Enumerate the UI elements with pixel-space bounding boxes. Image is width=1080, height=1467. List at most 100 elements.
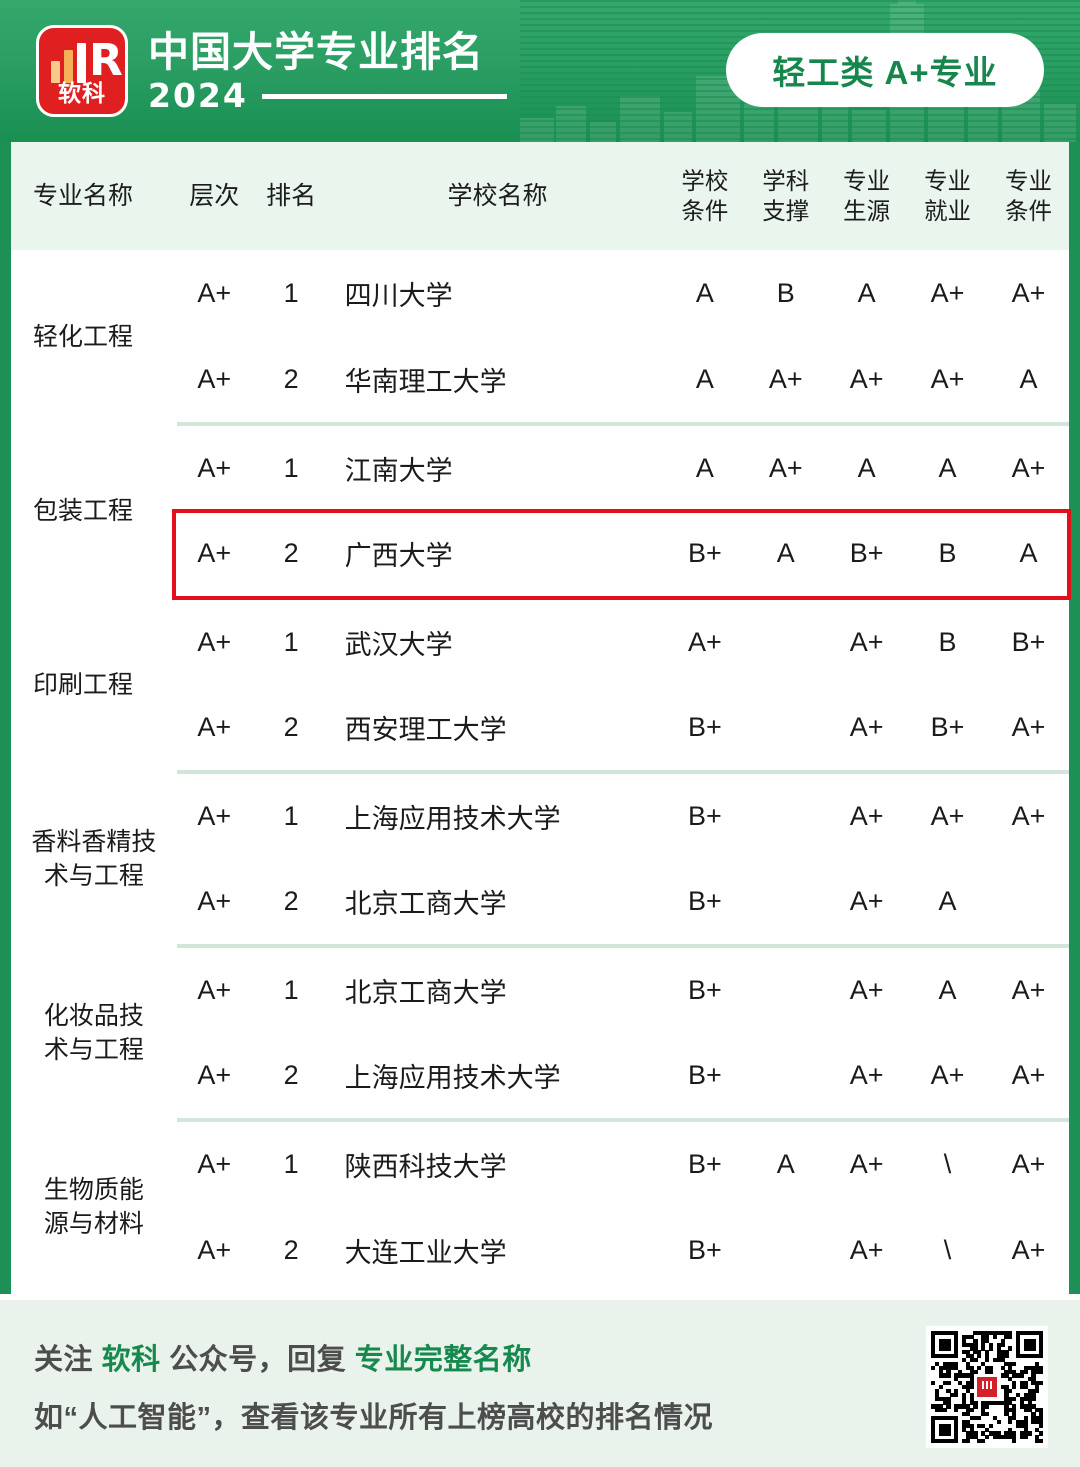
footer-line-2: 如“人工智能”，查看该专业所有上榜高校的排名情况 — [34, 1401, 714, 1434]
grade-cell-3: A+ — [826, 946, 908, 1033]
page-footer: 关注 软科 公众号，回复 专业完整名称 如“人工智能”，查看该专业所有上榜高校的… — [0, 1294, 1080, 1467]
grade-cell-4: \ — [907, 1120, 989, 1207]
level-cell: A+ — [176, 1207, 252, 1294]
grade-cell-4: A — [907, 859, 989, 948]
year-rule — [261, 93, 507, 99]
grade-cell-3: A+ — [826, 598, 908, 685]
grade-cell-5: A+ — [988, 424, 1069, 511]
major-name-line: 源与材料 — [43, 1210, 144, 1238]
footer-accent-brand: 软科 — [101, 1343, 161, 1376]
shanghairanking-logo-icon: R 软科 — [36, 25, 128, 117]
col-header-line-bottom: 条件 — [1005, 198, 1052, 224]
table-row: 化妆品技 术与工程 A+ 1 北京工商大学 B+ A+ A A+ — [11, 946, 1069, 1120]
header-title-block: 中国大学专业排名 2024 — [148, 28, 507, 114]
level-cell: A+ — [176, 250, 252, 337]
major-name-line: 包装工程 — [33, 497, 134, 525]
grade-cell-5: A+ — [988, 1120, 1069, 1207]
rank-cell: 1 — [251, 250, 331, 337]
grade-cell-1: B+ — [664, 685, 746, 774]
grade-cell-4: A — [907, 946, 989, 1033]
grade-cell-3: A+ — [826, 859, 908, 948]
grade-cell-1: B+ — [664, 859, 746, 948]
grade-cell-5: A+ — [988, 946, 1069, 1033]
table-row: A+ 2 西安理工大学 B+ A+ B+ A+ — [11, 685, 1069, 774]
major-name-line: 化妆品技 — [43, 1002, 144, 1030]
grade-cell-3: A+ — [826, 1207, 908, 1294]
grade-cell-3: A — [826, 424, 908, 511]
logo-brand-cn: 软科 — [58, 80, 106, 106]
table-body: 轻化工程 A+ 1 四川大学 A B A A+ A+ A+ 2 华南理工大学 A A+ A+ A+ A 包装工程 A… — [11, 250, 1069, 1294]
col-header-line-bottom: 生源 — [843, 198, 891, 224]
grade-cell-1: B+ — [664, 772, 746, 859]
grade-cell-3: A+ — [826, 337, 908, 426]
logo-letter: R — [89, 35, 123, 86]
table-row: A+ 2 大连工业大学 B+ A+ \ A+ — [11, 1207, 1069, 1294]
grade-cell-2: A+ — [745, 337, 827, 426]
grade-cell-2 — [745, 685, 827, 774]
grade-cell-4: A+ — [907, 337, 989, 426]
rank-cell: 2 — [251, 511, 331, 600]
major-name-cell: 轻化工程 — [11, 250, 177, 424]
level-cell: A+ — [176, 1033, 252, 1122]
grade-cell-5: B+ — [988, 598, 1069, 685]
col-header-major-employment: 专业 就业 — [907, 142, 989, 250]
col-header-major-students: 专业 生源 — [826, 142, 908, 250]
grade-cell-3: A+ — [826, 685, 908, 774]
school-name-cell: 北京工商大学 — [330, 859, 665, 948]
school-name-cell: 华南理工大学 — [330, 337, 665, 426]
page-header: R 软科 中国大学专业排名 2024 轻工类 A+专业 — [0, 0, 1080, 142]
col-header-school-condition: 学校 条件 — [664, 142, 746, 250]
level-cell: A+ — [176, 511, 252, 600]
col-header-line-bottom: 就业 — [924, 198, 972, 224]
table-row: 包装工程 A+ 1 江南大学 A A+ A A A+ — [11, 424, 1069, 598]
grade-cell-4: B — [907, 598, 989, 685]
col-header-line-top: 学科 — [762, 168, 810, 194]
table-row: A+ 2 北京工商大学 B+ A+ A — [11, 859, 1069, 948]
table-header-row: 专业名称 层次 排名 学校名称 学校 条件 学科 支撑 专业 生源 — [11, 142, 1069, 250]
rank-cell: 1 — [251, 1120, 331, 1207]
grade-cell-4: \ — [907, 1207, 989, 1294]
rank-cell: 2 — [251, 685, 331, 774]
level-cell: A+ — [176, 598, 252, 685]
grade-cell-5: A — [988, 511, 1069, 600]
col-header-line-top: 学校 — [681, 168, 729, 194]
table-row: 轻化工程 A+ 1 四川大学 A B A A+ A+ — [11, 250, 1069, 424]
grade-cell-5: A+ — [988, 772, 1069, 859]
grade-cell-2: A — [745, 1120, 827, 1207]
grade-cell-5 — [988, 859, 1069, 948]
grade-cell-2: A — [745, 511, 827, 600]
grade-cell-4: B — [907, 511, 989, 600]
grade-cell-3: B+ — [826, 511, 908, 600]
table-row: A+ 2 广西大学 B+ A B+ B A — [11, 511, 1069, 600]
table-head: 专业名称 层次 排名 学校名称 学校 条件 学科 支撑 专业 生源 — [11, 142, 1069, 250]
major-name-cell: 化妆品技 术与工程 — [11, 946, 177, 1120]
grade-cell-4: A+ — [907, 250, 989, 337]
grade-cell-4: A+ — [907, 1033, 989, 1122]
level-cell: A+ — [176, 859, 252, 948]
col-header-line-top: 专业 — [1005, 168, 1052, 194]
grade-cell-5: A+ — [988, 1033, 1069, 1122]
grade-cell-5: A+ — [988, 1207, 1069, 1294]
footer-line-1: 关注 软科 公众号，回复 专业完整名称 — [34, 1336, 713, 1378]
major-name-line: 香料香精技 — [31, 828, 157, 856]
col-header-level: 层次 — [176, 142, 252, 250]
col-header-line-bottom: 支撑 — [762, 198, 810, 224]
col-header-major: 专业名称 — [11, 142, 177, 250]
school-name-cell: 广西大学 — [330, 511, 665, 600]
table-row: 生物质能 源与材料 A+ 1 陕西科技大学 B+ A A+ \ A+ — [11, 1120, 1069, 1294]
school-name-cell: 四川大学 — [330, 250, 665, 337]
grade-cell-2 — [745, 946, 827, 1033]
grade-cell-1: B+ — [664, 511, 746, 600]
footer-accent-keyword: 专业完整名称 — [354, 1343, 532, 1376]
grade-cell-2: A+ — [745, 424, 827, 511]
grade-cell-4: B+ — [907, 685, 989, 774]
level-cell: A+ — [176, 946, 252, 1033]
major-name-line: 轻化工程 — [33, 323, 134, 351]
col-header-school: 学校名称 — [330, 142, 665, 250]
level-cell: A+ — [176, 772, 252, 859]
school-name-cell: 江南大学 — [330, 424, 665, 511]
major-name-line: 生物质能 — [43, 1176, 144, 1204]
major-name-line: 术与工程 — [43, 862, 144, 890]
col-header-major-condition: 专业 条件 — [988, 142, 1069, 250]
